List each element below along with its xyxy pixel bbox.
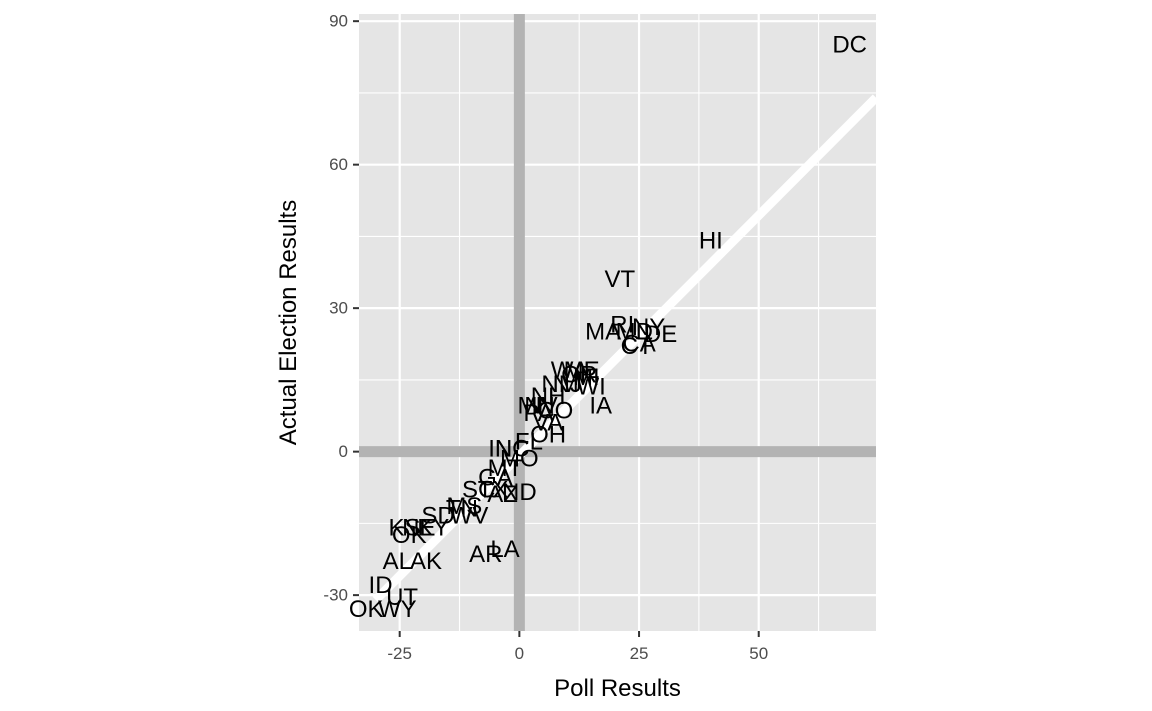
state-label-de: DE xyxy=(644,321,677,348)
state-label-me: ME xyxy=(564,357,600,384)
state-label-nh: NH xyxy=(531,383,566,410)
state-label-ia: IA xyxy=(589,393,612,420)
state-label-md: MD xyxy=(616,319,653,346)
y-axis: -30 0 30 60 90 xyxy=(323,12,359,605)
state-label-wy: WY xyxy=(378,596,417,623)
x-tick-label: -25 xyxy=(387,644,412,663)
state-label-in: IN xyxy=(488,436,512,463)
x-axis: -25 0 25 50 xyxy=(387,631,768,663)
reference-lines xyxy=(359,14,876,631)
fit-line-group xyxy=(372,94,880,604)
state-label-sd: SD xyxy=(421,503,454,530)
y-tick-label: 0 xyxy=(339,442,348,461)
state-label-id: ID xyxy=(369,572,393,599)
state-label-az: AZ xyxy=(487,481,518,508)
state-label-hi: HI xyxy=(699,228,723,255)
state-label-ar: AR xyxy=(469,541,502,568)
minor-gridlines xyxy=(359,14,876,631)
state-label-ma: MA xyxy=(585,319,621,346)
y-tick-label: 90 xyxy=(329,12,348,31)
state-label-ga: GA xyxy=(478,464,513,491)
state-label-tn: TN xyxy=(446,496,478,523)
y-tick-label: -30 xyxy=(323,586,348,605)
state-label-mt: MT xyxy=(488,455,523,482)
state-label-mi: MI xyxy=(573,364,600,391)
state-label-wa: WA xyxy=(551,357,589,384)
state-label-wv: WV xyxy=(450,503,489,530)
state-label-ct: CT xyxy=(621,333,653,360)
state-label-ut: UT xyxy=(386,584,418,611)
y-tick-label: 30 xyxy=(329,299,348,318)
state-label-tx: TX xyxy=(478,476,509,503)
state-label-ky: KY xyxy=(417,515,449,542)
x-tick-label: 25 xyxy=(630,644,649,663)
state-label-ny: NY xyxy=(632,314,665,341)
state-label-fl: FL xyxy=(515,429,543,456)
state-label-ok: OK xyxy=(349,596,384,623)
state-label-sc: SC xyxy=(462,476,495,503)
state-label-mo: MO xyxy=(500,445,539,472)
state-label-vt: VT xyxy=(605,266,636,293)
state-label-nv: NV xyxy=(524,393,557,420)
state-label-pa: PA xyxy=(523,400,553,427)
y-axis-title: Actual Election Results xyxy=(275,200,302,445)
fit-line xyxy=(372,94,880,604)
x-axis-title: Poll Results xyxy=(554,675,681,702)
state-label-mn: MN xyxy=(517,393,554,420)
state-label-nc: NC xyxy=(495,436,530,463)
state-label-nm: NM xyxy=(541,371,578,398)
state-label-wi: WI xyxy=(577,374,606,401)
state-label-oh: OH xyxy=(530,421,566,448)
x-tick-label: 0 xyxy=(515,644,524,663)
state-label-or: OR xyxy=(561,362,597,389)
state-label-ri: RI xyxy=(610,311,634,338)
state-label-ne: NE xyxy=(402,515,435,542)
state-label-va: VA xyxy=(533,409,563,436)
y-tick-label: 60 xyxy=(329,155,348,174)
state-label-al: AL xyxy=(383,548,412,575)
x-tick-label: 50 xyxy=(749,644,768,663)
state-label-ks: KS xyxy=(388,515,420,542)
state-label-nd: ND xyxy=(502,479,537,506)
state-label-ak: AK xyxy=(410,548,442,575)
state-label-ca: CA xyxy=(622,331,655,358)
state-label-dc: DC xyxy=(832,32,867,59)
state-label-co: CO xyxy=(537,397,573,424)
state-label-la: LA xyxy=(490,536,519,563)
state-label-ok: OK xyxy=(392,522,427,549)
state-label-nj: NJ xyxy=(553,371,582,398)
state-label-ms: MS xyxy=(446,493,482,520)
